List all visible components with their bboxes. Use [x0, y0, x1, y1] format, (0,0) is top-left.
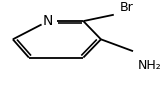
Text: Br: Br: [120, 1, 134, 14]
Text: NH₂: NH₂: [138, 59, 162, 72]
Text: N: N: [43, 14, 53, 28]
